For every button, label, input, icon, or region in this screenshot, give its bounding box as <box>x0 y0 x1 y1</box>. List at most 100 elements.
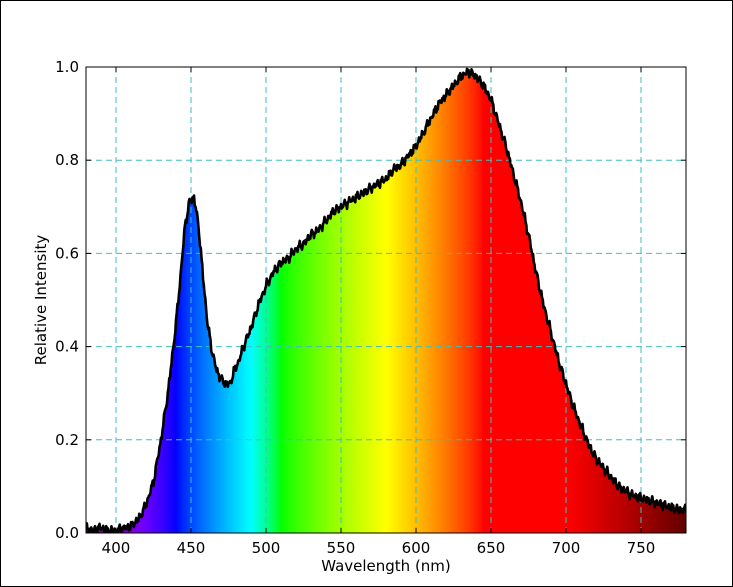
spectrum-fill-strip <box>293 254 296 533</box>
spectrum-fill-strip <box>312 232 315 533</box>
spectrum-fill-strip <box>291 252 294 533</box>
spectrum-fill-strip <box>506 151 509 533</box>
spectrum-fill-strip <box>465 74 468 533</box>
spectrum-fill-strip <box>230 381 233 533</box>
spectrum-fill-strip <box>311 229 314 533</box>
spectrum-fill-strip <box>224 386 227 533</box>
spectrum-fill-strip <box>324 221 327 533</box>
spectrum-fill-strip <box>665 506 668 533</box>
spectrum-fill-strip <box>282 257 285 533</box>
spectrum-fill-strip <box>323 222 326 533</box>
x-tick-label: 500 <box>252 539 281 557</box>
spectrum-fill-strip <box>644 499 647 533</box>
spectrum-fill-strip <box>366 193 369 533</box>
spectrum-fill-strip <box>498 126 501 533</box>
spectrum-fill-strip <box>513 180 516 533</box>
spectrum-fill-strip <box>354 202 357 533</box>
spectrum-fill-strip <box>450 87 453 533</box>
spectrum-fill-strip <box>606 466 609 533</box>
spectrum-fill-strip <box>453 86 456 533</box>
spectrum-fill-strip <box>135 517 138 533</box>
spectrum-fill-strip <box>578 419 581 533</box>
spectrum-fill-strip <box>125 529 128 533</box>
spectrum-fill-strip <box>579 428 582 533</box>
spectrum-fill-strip <box>494 113 497 533</box>
spectrum-fill-strip <box>527 233 530 533</box>
spectrum-fill-strip <box>623 487 626 533</box>
spectrum-fill-strip <box>449 94 452 533</box>
spectrum-fill-strip <box>585 436 588 533</box>
spectrum-fill-strip <box>314 233 317 533</box>
spectrum-fill-strip <box>180 266 183 533</box>
spectrum-fill-strip <box>651 496 654 533</box>
spectrum-fill-strip <box>144 508 147 533</box>
spectrum-fill-strip <box>348 197 351 533</box>
spectrum-fill-strip <box>342 206 345 533</box>
spectrum-fill-strip <box>173 344 176 533</box>
spectrum-fill-strip <box>204 297 207 533</box>
spectrum-fill-strip <box>594 454 597 533</box>
spectrum-fill-strip <box>428 122 431 533</box>
grid-lines <box>86 67 686 533</box>
spectrum-fill-strip <box>161 438 164 533</box>
spectrum-fill-strip <box>489 100 492 533</box>
spectrum-fill-strip <box>300 247 303 533</box>
spectrum-fill-strip <box>398 165 401 533</box>
intensity-curve <box>86 67 686 533</box>
spectrum-fill-strip <box>255 315 258 533</box>
spectrum-fill-strip <box>152 480 155 533</box>
spectrum-fill-strip <box>272 275 275 533</box>
spectrum-fill-strip <box>320 227 323 533</box>
spectrum-fill-strip <box>401 161 404 533</box>
spectrum-fill-strip <box>566 387 569 533</box>
spectrum-fill-strip <box>443 95 446 533</box>
spectrum-fill-strip <box>165 407 168 533</box>
spectrum-fill-strip <box>422 132 425 533</box>
spectrum-fill-strip <box>284 260 287 533</box>
spectrum-fill-strip <box>225 383 228 533</box>
spectrum-fill-strip <box>522 212 525 533</box>
spectrum-fill-strip <box>228 382 231 533</box>
spectrum-fill-strip <box>611 478 614 533</box>
spectrum-fill-strip <box>285 258 288 533</box>
spectrum-fill-strip <box>677 510 680 533</box>
spectrum-fill-strip <box>251 325 254 533</box>
spectrum-fill-strip <box>645 502 648 533</box>
spectrum-fill-strip <box>654 501 657 533</box>
spectrum-fill-strip <box>278 262 281 533</box>
spectrum-fill-strip <box>572 406 575 533</box>
spectrum-fill-strip <box>383 182 386 533</box>
spectrum-fill-strip <box>639 493 642 533</box>
spectrum-fill-strip <box>158 454 161 533</box>
spectrum-fill-strip <box>656 500 659 533</box>
spectrum-fill-strip <box>174 332 177 533</box>
spectrum-fill-strip <box>662 510 665 533</box>
spectrum-fill-strip <box>573 403 576 533</box>
x-tick-label: 700 <box>552 539 581 557</box>
spectrum-fill-strip <box>389 171 392 533</box>
spectrum-fill-strip <box>600 466 603 533</box>
spectrum-fill-strip <box>141 516 144 533</box>
spectrum-fill-strip <box>212 355 215 533</box>
spectrum-fill-strip <box>233 367 236 533</box>
spectrum-fill-strip <box>159 444 162 533</box>
spectrum-fill-strip <box>362 192 365 533</box>
spectrum-fill-strip <box>590 445 593 533</box>
spectrum-fill-strip <box>588 444 591 533</box>
spectrum-fill-strip <box>546 323 549 533</box>
spectrum-fill-strip <box>279 261 282 533</box>
x-tick-label: 600 <box>402 539 431 557</box>
spectrum-fill-strip <box>417 142 420 533</box>
spectrum-fill-strip <box>290 256 293 533</box>
y-tick-label: 1.0 <box>55 58 79 76</box>
spectrum-fill-strip <box>344 199 347 533</box>
spectrum-fill-strip <box>309 238 312 533</box>
spectrum-fill-strip <box>198 237 201 533</box>
spectrum-fill-strip <box>266 278 269 533</box>
spectrum-fill-strip <box>330 211 333 533</box>
spectrum-fill-strip <box>620 486 623 533</box>
spectrum-fill-strip <box>258 302 261 533</box>
spectrum-fill-strip <box>150 485 153 533</box>
spectrum-fill-strip <box>369 188 372 533</box>
